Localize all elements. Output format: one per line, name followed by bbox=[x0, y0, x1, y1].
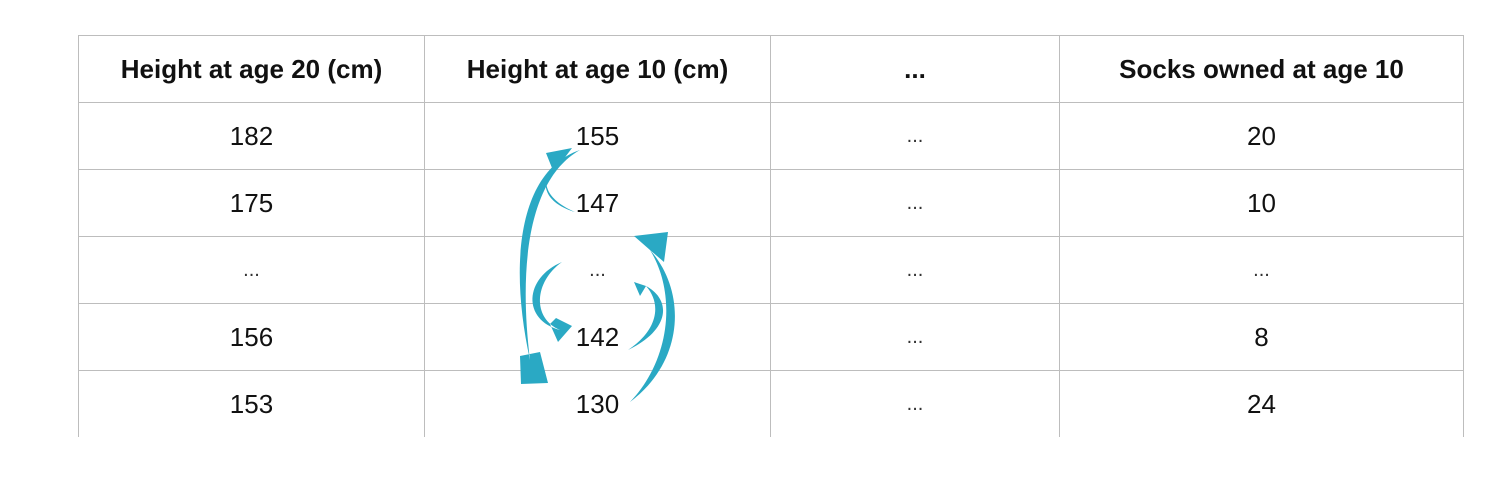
header-ellipsis: ... bbox=[771, 36, 1060, 103]
table-row: 153 130 ... 24 bbox=[79, 371, 1464, 438]
header-height-age-20: Height at age 20 (cm) bbox=[79, 36, 425, 103]
table-row: 182 155 ... 20 bbox=[79, 103, 1464, 170]
table-row: 175 147 ... 10 bbox=[79, 170, 1464, 237]
header-socks-owned: Socks owned at age 10 bbox=[1060, 36, 1464, 103]
cell-height-10: ... bbox=[425, 237, 771, 304]
cell-socks: 10 bbox=[1060, 170, 1464, 237]
cell-height-10: 155 bbox=[425, 103, 771, 170]
cell-socks: 24 bbox=[1060, 371, 1464, 438]
cell-height-10: 130 bbox=[425, 371, 771, 438]
cell-ellipsis: ... bbox=[771, 304, 1060, 371]
table-row: ... ... ... ... bbox=[79, 237, 1464, 304]
cell-height-10: 142 bbox=[425, 304, 771, 371]
cell-ellipsis: ... bbox=[771, 237, 1060, 304]
cell-height-10: 147 bbox=[425, 170, 771, 237]
cell-ellipsis: ... bbox=[771, 371, 1060, 438]
cell-socks: 20 bbox=[1060, 103, 1464, 170]
cell-height-20: 182 bbox=[79, 103, 425, 170]
cell-socks: ... bbox=[1060, 237, 1464, 304]
cell-height-20: ... bbox=[79, 237, 425, 304]
header-height-age-10: Height at age 10 (cm) bbox=[425, 36, 771, 103]
cell-ellipsis: ... bbox=[771, 103, 1060, 170]
cell-height-20: 153 bbox=[79, 371, 425, 438]
cell-socks: 8 bbox=[1060, 304, 1464, 371]
cell-height-20: 156 bbox=[79, 304, 425, 371]
cell-height-20: 175 bbox=[79, 170, 425, 237]
header-row: Height at age 20 (cm) Height at age 10 (… bbox=[79, 36, 1464, 103]
table-row: 156 142 ... 8 bbox=[79, 304, 1464, 371]
data-table: Height at age 20 (cm) Height at age 10 (… bbox=[78, 35, 1464, 437]
cell-ellipsis: ... bbox=[771, 170, 1060, 237]
